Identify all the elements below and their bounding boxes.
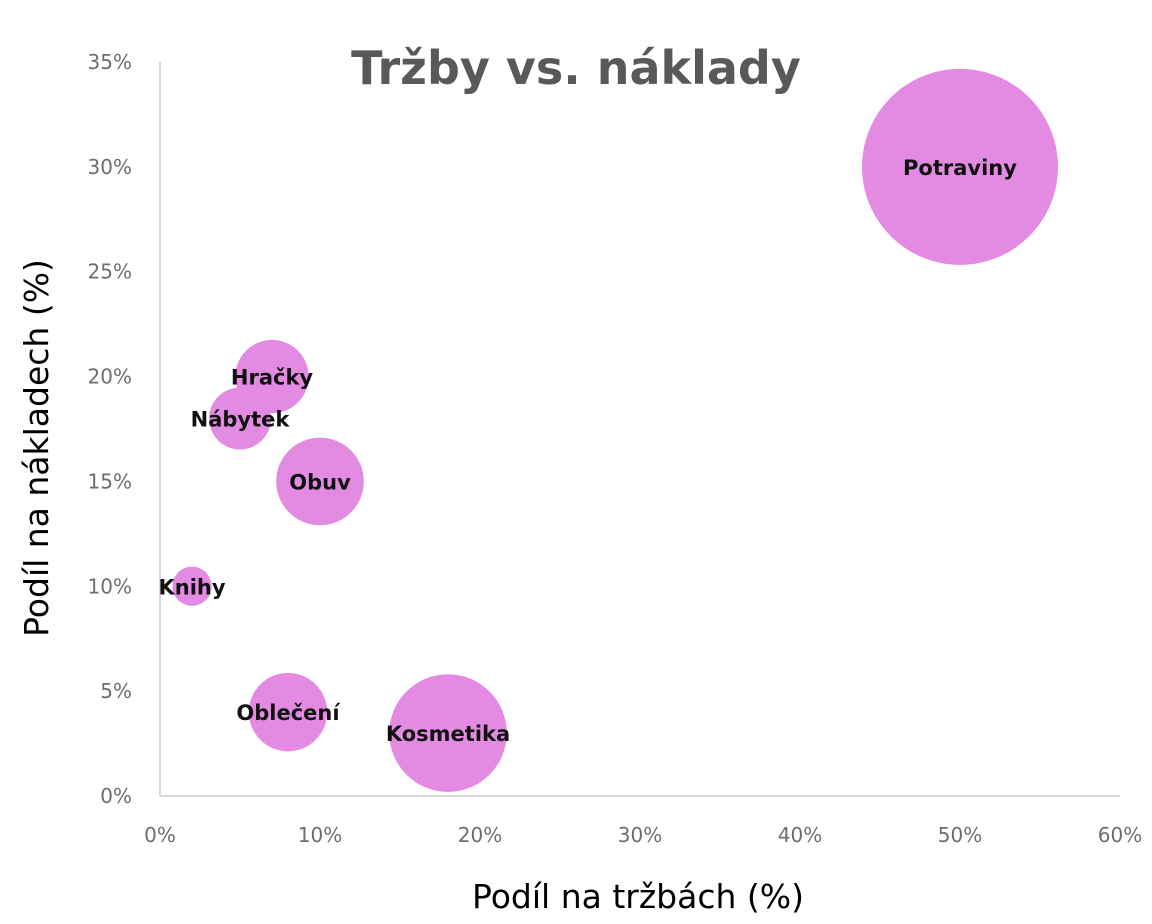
- x-tick-label: 10%: [298, 823, 342, 847]
- y-tick-label: 25%: [88, 260, 132, 284]
- x-tick-label: 20%: [458, 823, 502, 847]
- y-tick-label: 35%: [88, 50, 132, 74]
- y-tick-labels: 0% 5% 10% 15% 20% 25% 30% 35%: [88, 50, 132, 808]
- bubble-label: Knihy: [158, 575, 225, 599]
- y-tick-label: 10%: [88, 574, 132, 598]
- x-tick-label: 40%: [778, 823, 822, 847]
- y-tick-label: 20%: [88, 365, 132, 389]
- chart-title: Tržby vs. náklady: [351, 41, 801, 95]
- x-tick-label: 0%: [144, 823, 176, 847]
- x-axis-title: Podíl na tržbách (%): [472, 877, 804, 916]
- bubble-2: [209, 387, 271, 450]
- y-tick-label: 5%: [100, 679, 132, 703]
- bubble-4: [172, 566, 212, 606]
- y-tick-label: 15%: [88, 469, 132, 493]
- axes: [159, 62, 1120, 797]
- bubbles: [172, 68, 1058, 792]
- bubble-3: [276, 437, 364, 526]
- x-tick-label: 30%: [618, 823, 662, 847]
- bubble-label: Oblečení: [236, 701, 341, 725]
- bubble-label: Potraviny: [903, 156, 1017, 180]
- x-tick-labels: 0% 10% 20% 30% 40% 50% 60%: [144, 823, 1142, 847]
- y-axis-title: Podíl na nákladech (%): [17, 259, 56, 637]
- x-tick-label: 50%: [938, 823, 982, 847]
- y-tick-label: 30%: [88, 155, 132, 179]
- y-tick-label: 0%: [100, 784, 132, 808]
- bubble-labels: Potraviny Hračky Nábytek Obuv Knihy Oblečení K…: [158, 156, 1017, 746]
- x-tick-label: 60%: [1098, 823, 1142, 847]
- bubble-label: Hračky: [231, 366, 314, 390]
- bubble-5: [248, 672, 328, 752]
- bubble-6: [389, 674, 507, 792]
- bubble-0: [862, 68, 1058, 265]
- bubble-label: Obuv: [289, 470, 351, 494]
- bubble-label: Nábytek: [191, 408, 291, 432]
- bubble-label: Kosmetika: [386, 722, 510, 746]
